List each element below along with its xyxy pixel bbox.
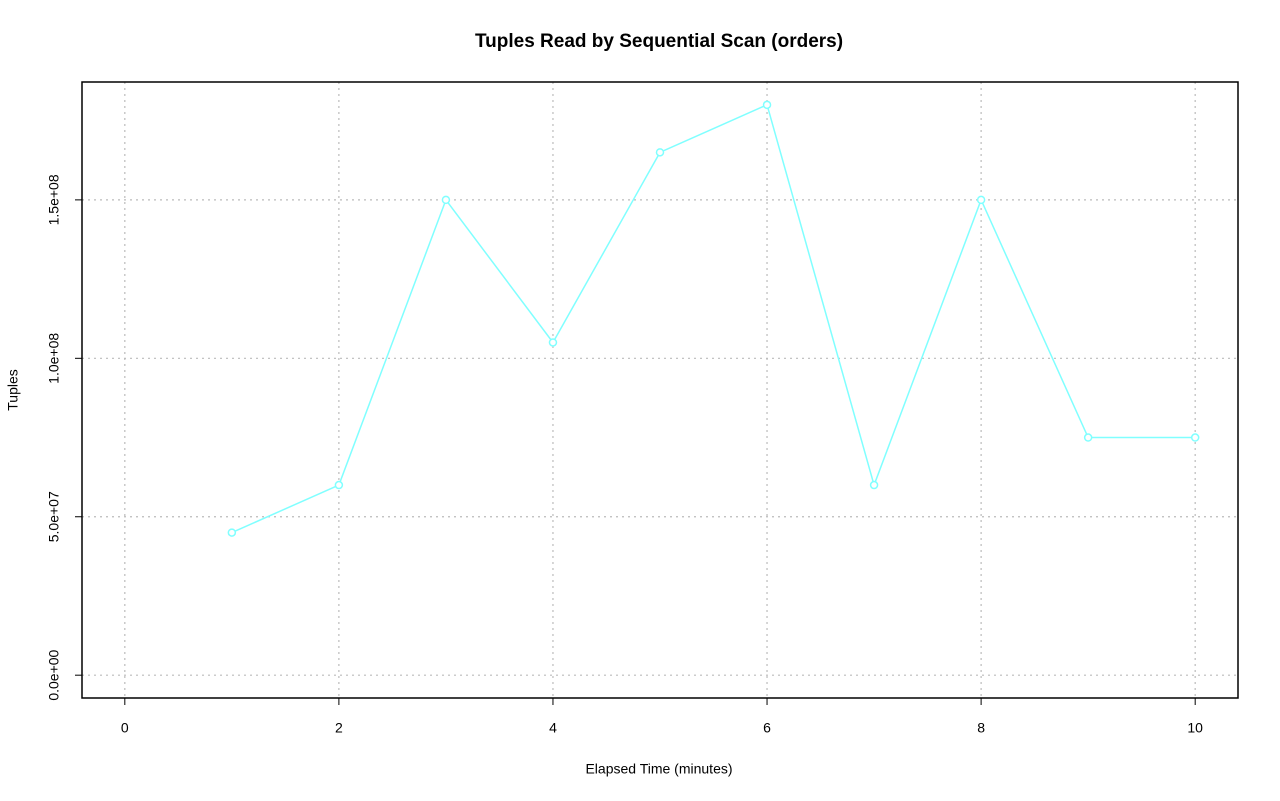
data-point bbox=[655, 148, 665, 157]
y-tick-label: 5.0e+07 bbox=[46, 491, 62, 542]
x-tick-label: 10 bbox=[1187, 720, 1203, 736]
y-tick-label: 0.0e+00 bbox=[46, 649, 62, 700]
plot-frame bbox=[81, 81, 1239, 699]
data-point bbox=[762, 100, 772, 110]
x-tick-label: 4 bbox=[549, 720, 557, 736]
data-point bbox=[334, 480, 344, 490]
data-point bbox=[1190, 433, 1200, 442]
chart-title: Tuples Read by Sequential Scan (orders) bbox=[475, 31, 843, 52]
y-axis-label: Tuples bbox=[5, 369, 21, 411]
data-point bbox=[869, 480, 879, 490]
x-tick-label: 2 bbox=[335, 720, 343, 736]
x-axis-label: Elapsed Time (minutes) bbox=[585, 761, 732, 777]
x-tick-label: 0 bbox=[121, 720, 129, 736]
data-line bbox=[231, 103, 1196, 534]
y-tick-label: 1.0e+08 bbox=[46, 333, 62, 384]
data-point bbox=[548, 338, 558, 347]
y-tick-label: 1.5e+08 bbox=[46, 174, 62, 225]
data-point bbox=[227, 528, 237, 537]
x-tick-label: 8 bbox=[977, 720, 985, 736]
data-point bbox=[1083, 433, 1093, 442]
x-tick-label: 6 bbox=[763, 720, 771, 736]
data-point bbox=[441, 195, 451, 205]
data-point bbox=[976, 195, 986, 205]
